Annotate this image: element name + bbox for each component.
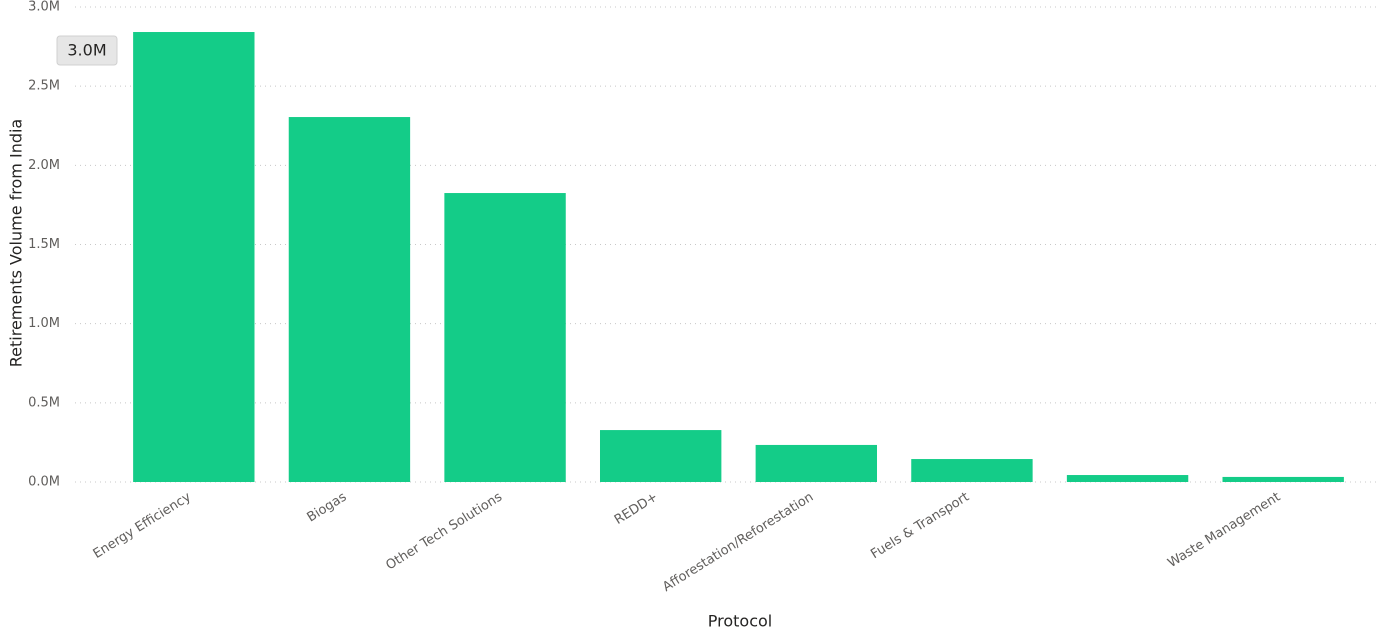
y-axis-title: Retirements Volume from India [7, 119, 26, 367]
bar [911, 459, 1033, 482]
bar [599, 430, 722, 482]
x-tick-label: Waste Management [1165, 490, 1283, 571]
x-axis-title: Protocol [708, 612, 772, 631]
y-tick-label: 0.0M [28, 475, 60, 490]
tooltip-text: 3.0M [67, 41, 106, 60]
tooltip-box [56, 35, 118, 66]
x-tick-label: Biogas [305, 490, 350, 526]
tooltip: 3.0M [56, 35, 118, 66]
y-tick-label: 3.0M [28, 0, 60, 15]
y-tick-label: 1.5M [28, 237, 60, 252]
bar [1222, 476, 1344, 482]
bar [444, 193, 566, 482]
bar [755, 444, 878, 482]
y-tick-label: 0.5M [28, 395, 60, 410]
x-tick-label: Other Tech Solutions [383, 490, 505, 574]
bar [288, 117, 411, 483]
y-tick-label: 2.5M [28, 79, 60, 94]
y-tick-label: 2.0M [28, 158, 60, 173]
x-tick-label: Energy Efficiency [91, 489, 194, 561]
y-tick-label: 1.0M [28, 316, 60, 331]
x-tick-label: Afforestation/Reforestation [660, 490, 816, 595]
bar [1066, 475, 1189, 482]
bar [133, 32, 255, 483]
x-tick-label: Fuels & Transport [868, 490, 972, 562]
x-tick-label: REDD+ [612, 490, 661, 528]
